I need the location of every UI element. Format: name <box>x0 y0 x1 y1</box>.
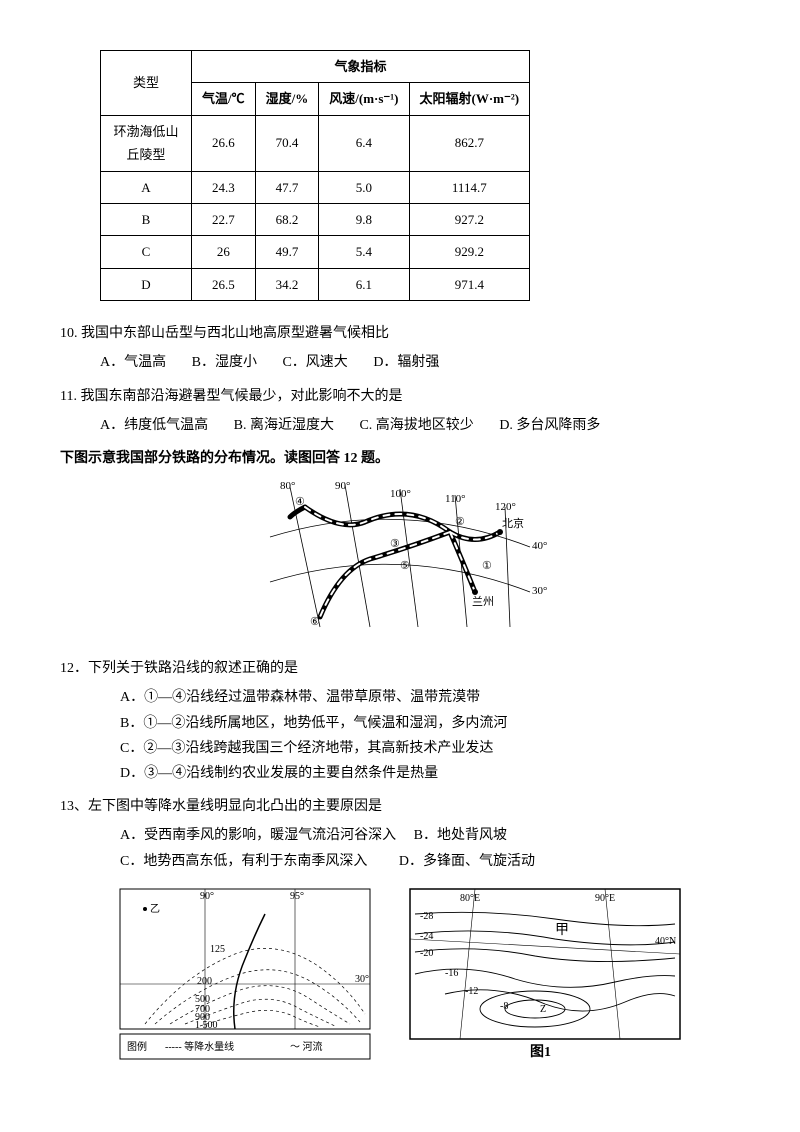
svg-text:④: ④ <box>295 496 305 508</box>
isotherm-map: 80°E 90°E 40°N 甲 Z -28 -24 -20 -16 -12 -… <box>405 884 685 1064</box>
svg-text:80°E: 80°E <box>460 893 480 904</box>
svg-text:-16: -16 <box>445 968 458 979</box>
svg-text:-20: -20 <box>420 948 433 959</box>
svg-text:80°: 80° <box>280 480 295 492</box>
opt-c: C. 高海拔地区较少 <box>359 418 473 433</box>
svg-text:-12: -12 <box>465 986 478 997</box>
row-name: 环渤海低山丘陵型 <box>101 115 192 171</box>
table-row: 环渤海低山丘陵型 26.6 70.4 6.4 862.7 <box>101 115 530 171</box>
svg-text:②: ② <box>455 516 465 528</box>
opt-c: C．②—③沿线跨越我国三个经济地带，其高新技术产业发达 <box>120 736 740 761</box>
svg-text:⑤: ⑤ <box>400 560 410 572</box>
col-rad: 太阳辐射(W·m⁻²) <box>409 83 530 115</box>
svg-text:③: ③ <box>390 538 400 550</box>
question-12: 12．下列关于铁路沿线的叙述正确的是 <box>60 656 740 681</box>
svg-text:-24: -24 <box>420 931 433 942</box>
svg-text:-8: -8 <box>500 1001 508 1012</box>
svg-text:90°: 90° <box>335 480 350 492</box>
svg-text:110°: 110° <box>445 493 466 505</box>
question-13-options: A．受西南季风的影响，暖湿气流沿河谷深入 B．地处背风坡 C．地势西高东低，有利… <box>120 823 740 873</box>
question-12-options: A．①—④沿线经过温带森林带、温带草原带、温带荒漠带 B．①—②沿线所属地区，地… <box>120 685 740 786</box>
svg-text:----- 等降水量线: ----- 等降水量线 <box>165 1040 234 1053</box>
svg-text:北京: 北京 <box>502 516 524 530</box>
opt-a: A．受西南季风的影响，暖湿气流沿河谷深入 <box>120 828 396 843</box>
opt-b: B．地处背风坡 <box>414 828 507 843</box>
table-grouphead: 气象指标 <box>192 51 530 83</box>
question-11: 11. 我国东南部沿海避暑型气候最少，对此影响不大的是 <box>60 384 740 409</box>
col-wind: 风速/(m·s⁻¹) <box>319 83 409 115</box>
opt-a: A．纬度低气温高 <box>100 418 208 433</box>
svg-text:125: 125 <box>210 944 225 955</box>
svg-text:1 500: 1 500 <box>195 1020 218 1031</box>
svg-text:90°: 90° <box>200 891 214 902</box>
question-11-options: A．纬度低气温高 B. 离海近湿度大 C. 高海拔地区较少 D. 多台风降雨多 <box>100 413 740 438</box>
opt-c: C．地势西高东低，有利于东南季风深入 <box>120 854 367 869</box>
opt-c: C．风速大 <box>282 355 347 370</box>
svg-text:-28: -28 <box>420 911 433 922</box>
question-10: 10. 我国中东部山岳型与西北山地高原型避暑气候相比 <box>60 321 740 346</box>
col-humid: 湿度/% <box>255 83 319 115</box>
opt-d: D．多锋面、气旋活动 <box>399 854 535 869</box>
opt-a: A．气温高 <box>100 355 166 370</box>
svg-text:①: ① <box>482 560 492 572</box>
table-row: B 22.7 68.2 9.8 927.2 <box>101 203 530 235</box>
rail-map-figure: 80° 90° 100° 110° 120° 北京 兰州 40° 30° ① ②… <box>60 477 740 646</box>
svg-text:90°E: 90°E <box>595 893 615 904</box>
svg-text:⑥: ⑥ <box>310 616 320 628</box>
opt-d: D. 多台风降雨多 <box>499 418 600 433</box>
question-10-options: A．气温高 B．湿度小 C．风速大 D．辐射强 <box>100 350 740 375</box>
svg-text:40°: 40° <box>532 540 547 552</box>
table-row: A 24.3 47.7 5.0 1114.7 <box>101 171 530 203</box>
opt-a: A．①—④沿线经过温带森林带、温带草原带、温带荒漠带 <box>120 685 740 710</box>
weather-table: 类型 气象指标 气温/℃ 湿度/% 风速/(m·s⁻¹) 太阳辐射(W·m⁻²)… <box>100 50 530 301</box>
svg-text:图例: 图例 <box>127 1040 147 1053</box>
table-corner: 类型 <box>101 51 192 116</box>
question-13: 13、左下图中等降水量线明显向北凸出的主要原因是 <box>60 794 740 819</box>
svg-text:～ 河流: ～ 河流 <box>290 1040 323 1053</box>
svg-text:30°: 30° <box>532 585 547 597</box>
table-row: D 26.5 34.2 6.1 971.4 <box>101 268 530 300</box>
opt-b: B. 离海近湿度大 <box>234 418 334 433</box>
svg-text:30°: 30° <box>355 974 369 985</box>
svg-text:甲: 甲 <box>555 923 569 938</box>
col-temp: 气温/℃ <box>192 83 256 115</box>
svg-text:Z: Z <box>540 1004 546 1015</box>
opt-d: D．③—④沿线制约农业发展的主要自然条件是热量 <box>120 761 740 786</box>
table-row: C 26 49.7 5.4 929.2 <box>101 236 530 268</box>
precip-map: 90° 95° 乙 30° 125 200 500 700 900 1 500 … <box>115 884 375 1064</box>
opt-d: D．辐射强 <box>373 355 439 370</box>
svg-text:100°: 100° <box>390 488 411 500</box>
pre-12-text: 下图示意我国部分铁路的分布情况。读图回答 12 题。 <box>60 446 740 471</box>
svg-text:120°: 120° <box>495 501 516 513</box>
svg-text:95°: 95° <box>290 891 304 902</box>
svg-text:兰州: 兰州 <box>472 595 494 608</box>
svg-text:40°N: 40°N <box>655 936 676 947</box>
opt-b: B．①—②沿线所属地区，地势低平，气候温和湿润，多内流河 <box>120 711 740 736</box>
svg-text:乙: 乙 <box>150 903 160 915</box>
svg-text:图1: 图1 <box>530 1044 551 1060</box>
svg-text:200: 200 <box>197 976 212 987</box>
bottom-figure-row: 90° 95° 乙 30° 125 200 500 700 900 1 500 … <box>60 884 740 1064</box>
opt-b: B．湿度小 <box>192 355 257 370</box>
